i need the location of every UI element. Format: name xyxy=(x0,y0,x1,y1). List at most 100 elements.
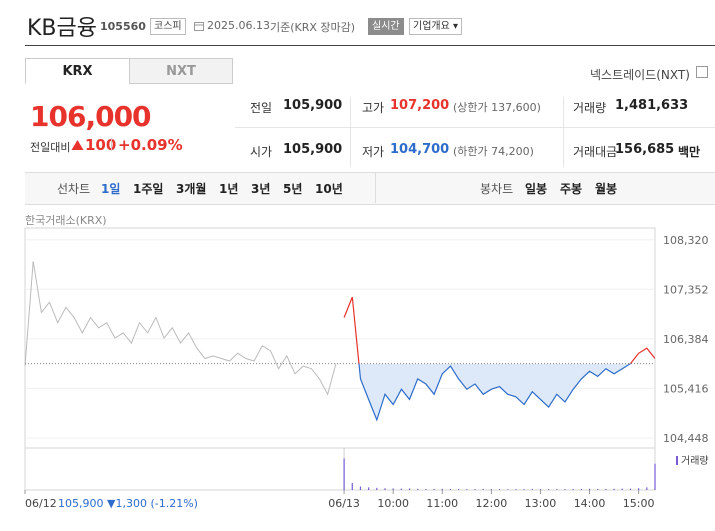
stat-note: (상한가 137,600) xyxy=(453,101,541,114)
tab-krx[interactable]: KRX xyxy=(25,58,130,84)
company-info-label: 기업개요 xyxy=(413,21,450,32)
volume-bar xyxy=(638,488,640,490)
stats-divider xyxy=(235,127,715,128)
volume-bar xyxy=(588,488,591,490)
volume-bar xyxy=(539,489,542,490)
x-tick-label: 15:00 xyxy=(623,497,655,510)
stat-unit: 백만 xyxy=(678,145,701,159)
line-chart-label: 선차트 xyxy=(57,182,91,196)
price-line-down xyxy=(358,363,632,422)
volume-bar xyxy=(441,488,443,490)
stat-value: 1,481,633 xyxy=(615,98,689,113)
volume-bar xyxy=(400,488,402,490)
volume-bar xyxy=(425,488,427,490)
period-tab[interactable]: 3년 xyxy=(251,182,271,196)
candle-chart-label: 봉차트 xyxy=(480,182,514,196)
y-tick-label: 105,416 xyxy=(663,382,709,395)
period-tab[interactable]: 1주일 xyxy=(133,182,164,196)
company-info-button[interactable]: 기업개요 ▾ xyxy=(409,18,463,35)
volume-bar xyxy=(621,488,623,490)
volume-bar xyxy=(613,488,615,490)
volume-bar xyxy=(597,488,599,490)
candle-tab[interactable]: 일봉 xyxy=(525,182,548,196)
y-tick-label: 104,448 xyxy=(663,432,709,445)
stat-label: 시가 xyxy=(250,145,273,159)
volume-bar xyxy=(523,489,525,490)
stat-label: 거래대금 xyxy=(573,145,618,159)
market-badge: 코스피 xyxy=(150,18,186,35)
volume-bar xyxy=(392,488,394,490)
realtime-button[interactable]: 실시간 xyxy=(368,18,404,35)
period-tab[interactable]: 1일 xyxy=(101,182,121,196)
plot-frame xyxy=(24,227,656,491)
price-area xyxy=(358,363,631,420)
volume-bar xyxy=(343,458,345,490)
volume-legend: 거래량 xyxy=(681,455,709,467)
period-tab[interactable]: 10년 xyxy=(315,182,343,196)
y-tick-label: 108,320 xyxy=(663,234,709,247)
change-amount: 100 xyxy=(85,136,117,154)
x-tick-label: 11:00 xyxy=(426,497,458,510)
volume-bar xyxy=(629,488,632,490)
change-rate: +0.09% xyxy=(118,136,183,154)
volume-bar xyxy=(417,488,419,490)
y-tick-label: 107,352 xyxy=(663,283,709,296)
chart-source: 한국거래소(KRX) xyxy=(25,214,107,227)
volume-bar xyxy=(482,488,484,490)
stat-label: 거래량 xyxy=(573,101,607,115)
stat-value: 156,685 xyxy=(615,142,675,157)
header-rule xyxy=(25,45,715,46)
up-arrow xyxy=(71,140,84,150)
volume-bar xyxy=(654,463,656,490)
period-tab[interactable]: 5년 xyxy=(283,182,303,196)
period-tab[interactable]: 3개월 xyxy=(176,182,207,196)
volume-bar xyxy=(490,489,492,490)
volume-bar xyxy=(351,483,353,490)
divider xyxy=(375,172,376,203)
candle-tab[interactable]: 월봉 xyxy=(595,182,618,196)
date: 2025.06.13 xyxy=(207,19,270,32)
x-tick-label: 13:00 xyxy=(525,497,557,510)
volume-bar xyxy=(646,487,648,490)
stat-label: 전일 xyxy=(250,101,273,115)
prev-day-info: 105,900 ▼1,300 (-1.21%) xyxy=(58,497,198,510)
volume-bar xyxy=(515,489,517,490)
x-tick-label: 12:00 xyxy=(476,497,508,510)
price-line xyxy=(24,261,337,396)
volume-bar xyxy=(368,487,370,490)
volume-bar xyxy=(507,489,509,490)
stat-value: 105,900 xyxy=(283,98,343,113)
period-tab[interactable]: 1년 xyxy=(219,182,239,196)
x-tick-label: 06/12 xyxy=(25,497,57,510)
x-tick-label: 06/13 xyxy=(328,497,360,510)
candle-tab[interactable]: 주봉 xyxy=(560,182,583,196)
stat-value: 105,900 xyxy=(283,142,343,157)
volume-bar xyxy=(384,488,386,490)
tab-nxt[interactable]: NXT xyxy=(129,58,233,84)
chart-tabs xyxy=(25,172,715,205)
y-tick-label: 106,384 xyxy=(663,333,709,346)
volume-bar xyxy=(449,488,452,490)
nxt-checkbox[interactable] xyxy=(696,66,708,78)
x-tick-label: 14:00 xyxy=(574,497,606,510)
stat-value: 107,200 xyxy=(390,98,450,113)
volume-bar xyxy=(433,488,435,490)
volume-bar xyxy=(466,489,468,490)
volume-legend-swatch xyxy=(676,456,678,465)
stat-note: (하한가 74,200) xyxy=(453,145,534,158)
stats-divider xyxy=(350,97,351,167)
change-label: 전일대비 xyxy=(30,141,71,154)
volume-bar xyxy=(408,488,411,490)
volume-bar xyxy=(498,489,501,490)
volume-bar xyxy=(580,488,582,490)
stat-label: 고가 xyxy=(362,101,385,115)
current-price: 106,000 xyxy=(30,100,152,133)
basis: 기준(KRX 장마감) xyxy=(270,21,356,34)
volume-bar xyxy=(359,486,362,490)
x-tick-label: 10:00 xyxy=(377,497,409,510)
volume-bar xyxy=(531,488,533,490)
stock-code: 105560 xyxy=(100,20,146,33)
volume-bar xyxy=(376,487,378,490)
stock-name: KB금융 xyxy=(27,16,97,41)
